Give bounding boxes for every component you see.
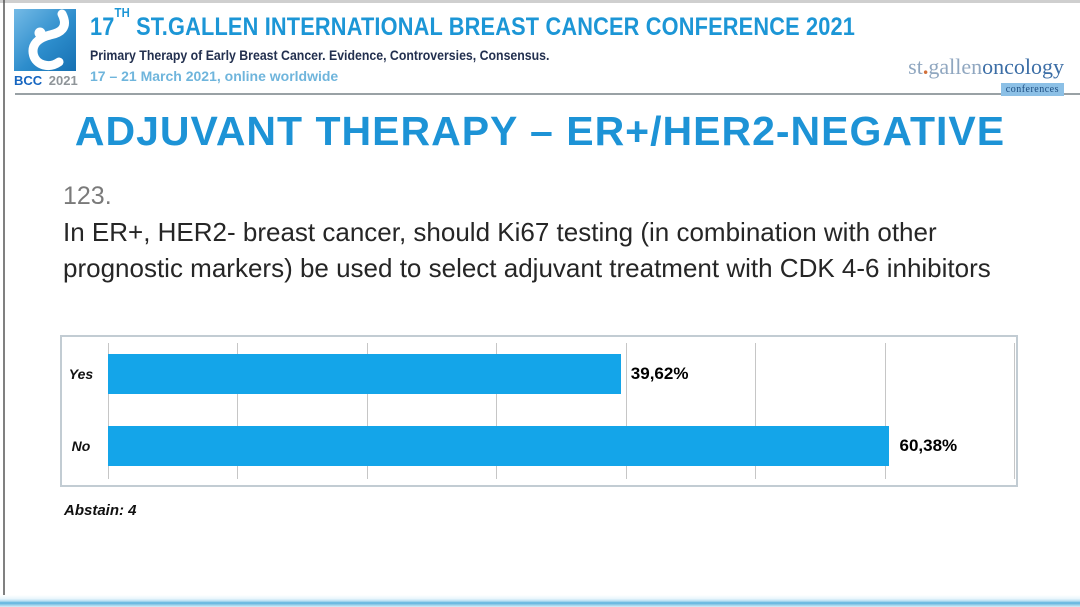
bcc-logo-year: 2021 [48,73,78,88]
conference-title-number: 17 [90,13,115,41]
gridline [755,343,757,479]
org-oncology: oncology [982,54,1064,79]
gridline [1014,343,1015,479]
header-divider [15,93,1080,95]
poll-results-chart: Yes 39,62% No 60,38% [60,335,1018,487]
gridline [625,343,627,479]
gridline [496,343,498,479]
bcc-logo [14,9,76,71]
stgallen-oncology-logo: st.gallenoncology conferences [908,55,1064,97]
conference-title: 17TH ST.GALLEN INTERNATIONAL BREAST CANCE… [90,5,856,42]
gridline [366,343,368,479]
question-number: 123. [63,182,112,210]
category-label-yes: Yes [68,366,94,382]
top-edge-artifact [0,0,1080,3]
conference-title-text: ST.GALLEN INTERNATIONAL BREAST CANCER CO… [136,13,856,41]
bcc-logo-caption: BCC 2021 [14,73,84,88]
gridline [884,343,886,479]
conference-title-ordinal: TH [114,4,130,20]
slide-title: ADJUVANT THERAPY – ER+/HER2-NEGATIVE [74,108,1006,154]
gridline [237,343,239,479]
gridline [108,343,109,479]
stgallen-oncology-wordmark: st.gallenoncology [908,55,1064,79]
category-label-no: No [71,438,91,454]
org-dot: . [922,54,929,79]
conference-subtitle: Primary Therapy of Early Breast Cancer. … [90,47,550,63]
left-edge-artifact [3,0,5,607]
org-st: st [908,54,923,79]
org-conferences-badge: conferences [1000,83,1064,96]
bcc-logo-text: BCC [14,73,43,88]
swan-icon [14,9,76,75]
bar-row-no: No 60,38% [72,426,1014,466]
yes-bar [108,354,621,394]
question-text: In ER+, HER2- breast cancer, should Ki67… [63,217,991,283]
abstain-count: Abstain: 4 [64,502,137,519]
bottom-accent-bar [0,595,1080,607]
bar-row-yes: Yes 39,62% [69,354,1014,394]
conference-dates: 17 – 21 March 2021, online worldwide [90,68,339,84]
no-bar [108,426,890,466]
chart-plot-area: Yes 39,62% No 60,38% [69,343,1015,479]
value-label-no: 60,38% [899,436,958,455]
value-label-yes: 39,62% [630,364,689,383]
org-gallen: gallen [928,54,983,79]
